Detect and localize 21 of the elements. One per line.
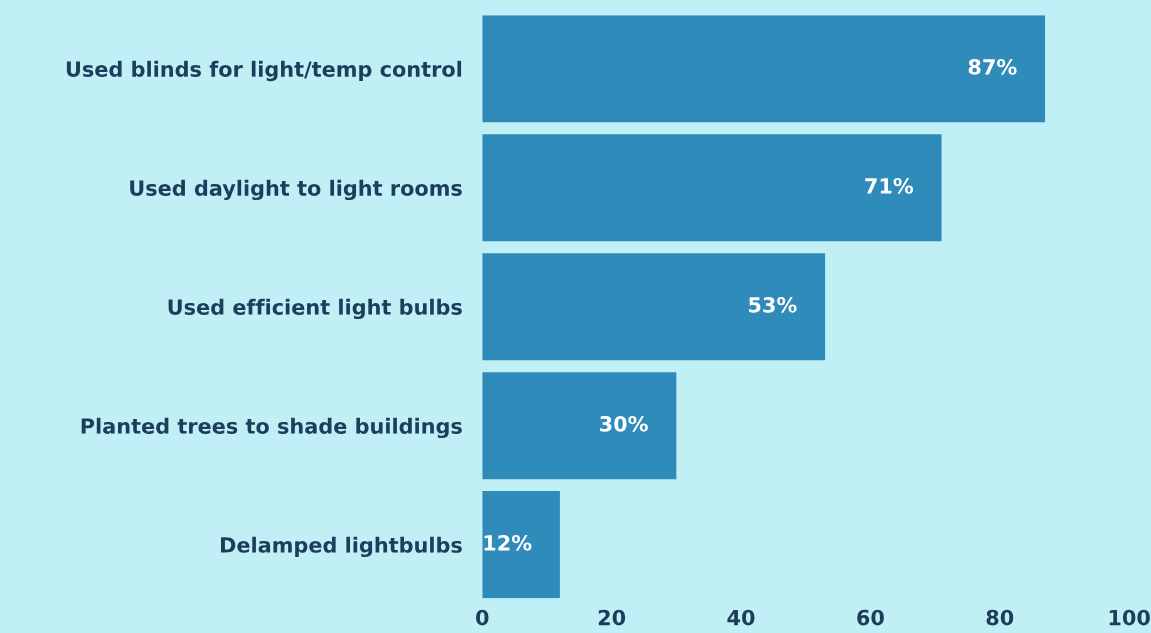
bar [482, 253, 826, 361]
data-label: 30% [600, 415, 648, 432]
x-tick-label: 0 [476, 609, 489, 626]
bar [482, 491, 560, 599]
data-label: 12% [484, 534, 532, 551]
bar [482, 134, 942, 242]
y-tick-label: Planted trees to shade buildings [81, 417, 462, 439]
x-tick-label: 40 [727, 609, 755, 626]
data-label: 53% [749, 296, 797, 313]
x-tick-label: 60 [857, 609, 884, 626]
y-tick-label: Used efficient light bulbs [168, 298, 462, 320]
x-tick-label: 100 [1109, 609, 1150, 626]
bar [482, 372, 677, 480]
y-tick-label: Delamped lightbulbs [221, 536, 462, 558]
data-label: 71% [865, 178, 914, 194]
y-tick-label: Used blinds for light/temp control [66, 60, 462, 82]
x-tick-label: 20 [598, 609, 626, 626]
data-label: 87% [968, 59, 1017, 75]
bar [482, 15, 1046, 123]
x-tick-label: 80 [986, 609, 1014, 626]
y-tick-label: Used daylight to light rooms [130, 179, 462, 201]
